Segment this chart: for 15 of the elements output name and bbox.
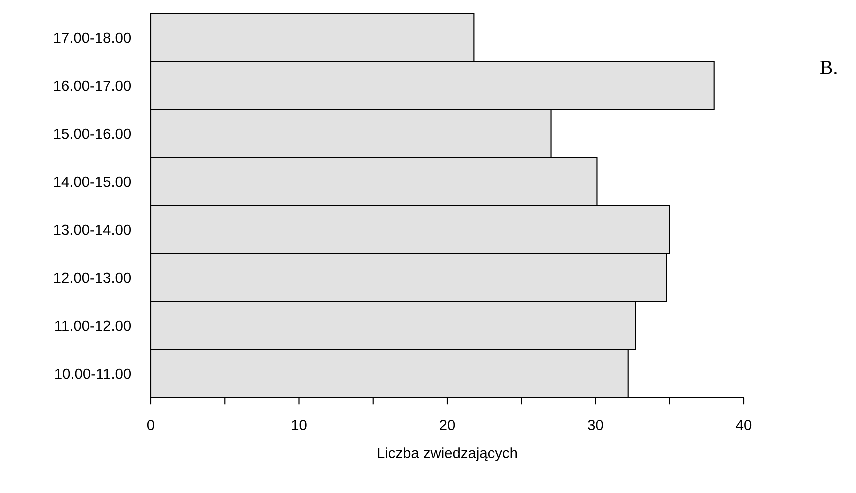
y-tick-label: 13.00-14.00 — [54, 224, 132, 236]
y-tick-label: 16.00-17.00 — [54, 80, 132, 92]
y-tick-label: 12.00-13.00 — [54, 272, 132, 284]
x-tick-label: 10 — [292, 420, 307, 430]
y-tick-label: 15.00-16.00 — [54, 128, 132, 140]
y-tick-label: 14.00-15.00 — [54, 176, 132, 188]
y-tick-label: 11.00-12.00 — [56, 320, 132, 332]
x-tick-label: 20 — [440, 420, 456, 430]
x-tick-label: 0 — [147, 420, 154, 430]
x-tick-label: 30 — [588, 420, 604, 430]
x-tick-label: 40 — [736, 420, 752, 430]
y-tick-label: 17.00-18.00 — [54, 32, 132, 44]
x-axis-title: Liczba zwiedzających — [378, 448, 518, 462]
y-tick-label: 10.00-11.00 — [56, 368, 132, 380]
text: B. — [820, 61, 837, 74]
